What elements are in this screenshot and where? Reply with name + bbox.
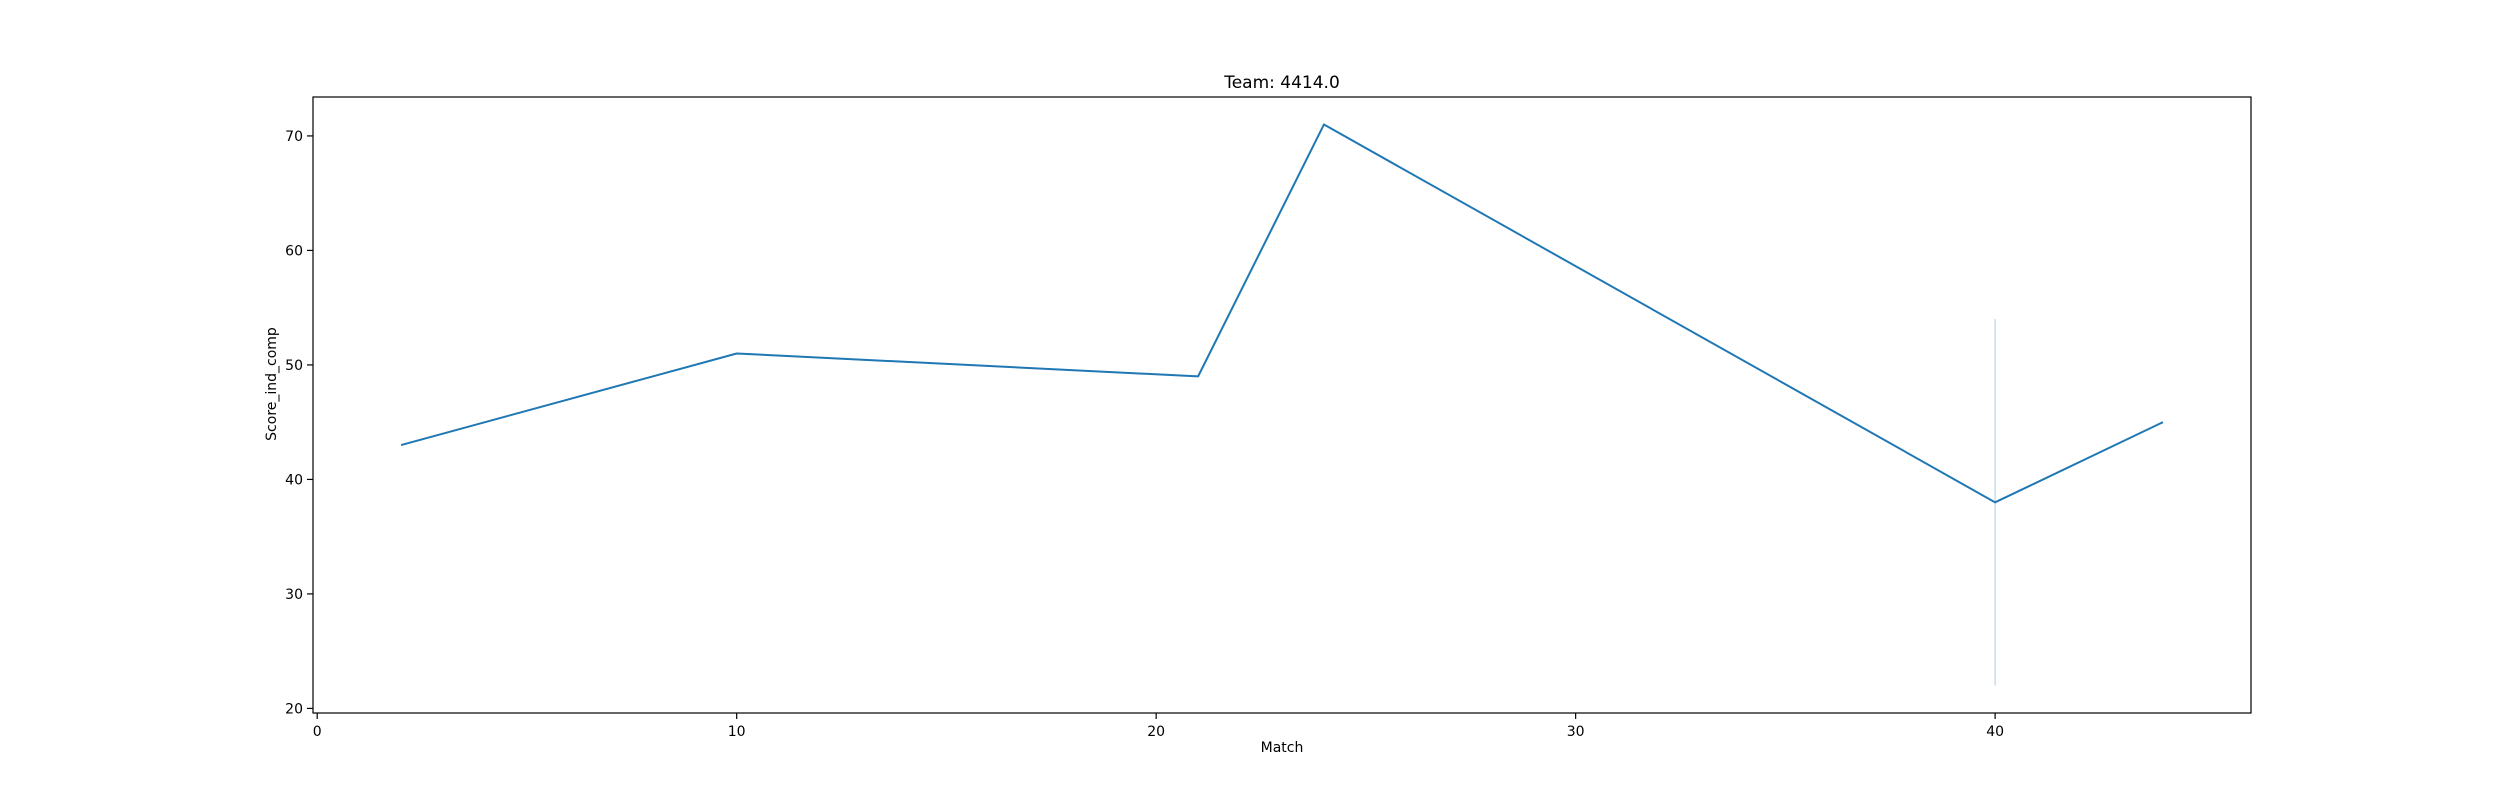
x-axis: 0 10 20 30 40 (313, 713, 2004, 740)
series-line (400, 123, 2164, 504)
plot-marks (400, 123, 2164, 686)
y-tick-label: 50 (285, 358, 303, 374)
plot-frame (312, 96, 2252, 714)
y-axis: 20 30 40 50 60 70 (285, 129, 313, 717)
x-tick-label: 10 (728, 724, 746, 740)
x-tick-label: 0 (313, 724, 322, 740)
y-tick-label: 70 (285, 129, 303, 145)
chart-title: Team: 4414.0 (1223, 73, 1340, 93)
y-tick-label: 30 (285, 587, 303, 603)
y-tick-label: 20 (285, 701, 303, 717)
y-tick-label: 40 (285, 472, 303, 488)
y-tick-label: 60 (285, 243, 303, 259)
x-tick-label: 30 (1567, 724, 1585, 740)
y-axis-label: Score_ind_comp (264, 327, 280, 441)
x-tick-label: 20 (1147, 724, 1165, 740)
x-axis-label: Match (1261, 740, 1304, 756)
x-tick-label: 40 (1986, 724, 2004, 740)
